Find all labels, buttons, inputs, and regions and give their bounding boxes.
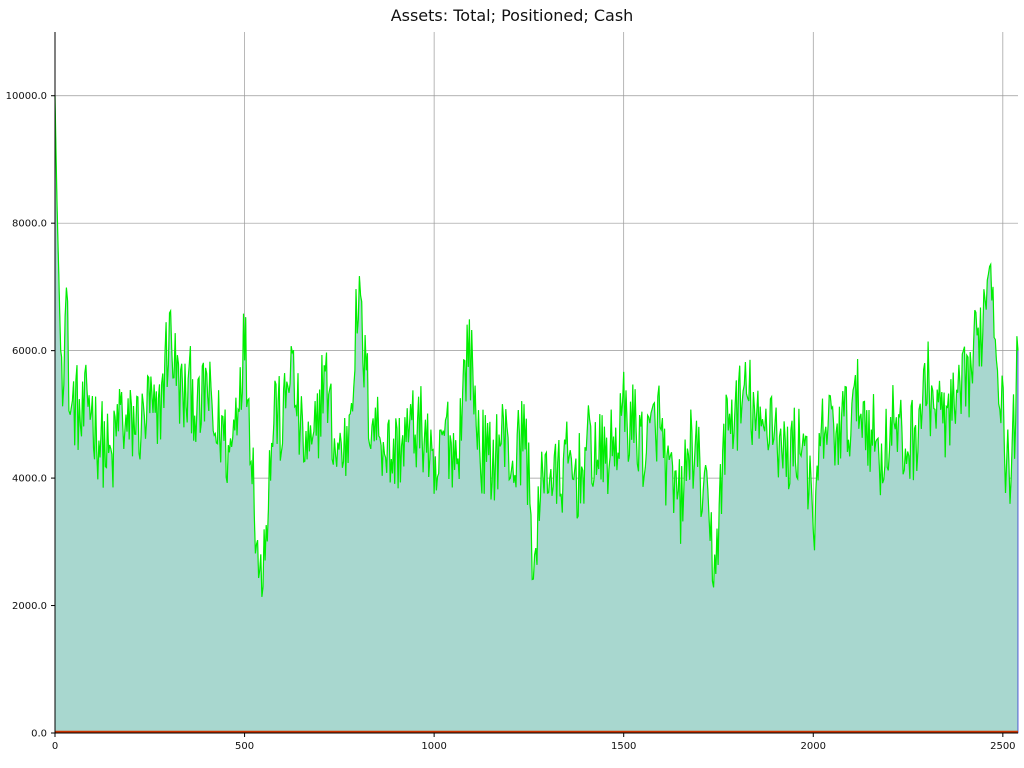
x-tick-label: 500 [235, 741, 254, 752]
x-tick-label: 1500 [611, 741, 636, 752]
total-line [54, 95, 1019, 597]
x-tick-label: 0 [52, 741, 58, 752]
chart-title: Assets: Total; Positioned; Cash [390, 6, 634, 25]
total-line-layer [54, 95, 1019, 597]
y-tick-label: 6000.0 [12, 346, 47, 357]
axis-layer [51, 32, 1018, 737]
x-tick-label: 1000 [421, 741, 446, 752]
x-tick-label: 2500 [990, 741, 1015, 752]
y-tick-labels: 0.0 2000.0 4000.0 6000.0 8000.0 10000.0 [6, 91, 47, 739]
x-tick-labels: 0 500 1000 1500 2000 2500 [52, 741, 1016, 752]
y-tick-label: 0.0 [31, 729, 47, 740]
x-tick-label: 2000 [801, 741, 826, 752]
y-tick-label: 4000.0 [12, 474, 47, 485]
y-tick-label: 8000.0 [12, 219, 47, 230]
y-tick-label: 10000.0 [6, 91, 47, 102]
y-tick-label: 2000.0 [12, 601, 47, 612]
